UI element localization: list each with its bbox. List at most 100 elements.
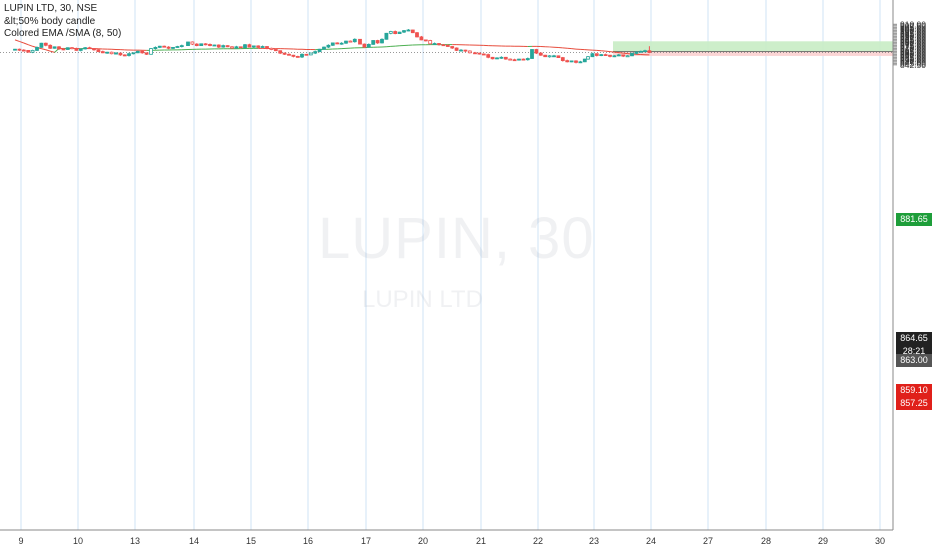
price-tick-label: 905.00 bbox=[900, 22, 926, 32]
candle-body bbox=[384, 32, 389, 40]
candle-body bbox=[556, 55, 561, 58]
symbol-title[interactable]: LUPIN LTD, 30, NSE bbox=[4, 3, 98, 14]
candle-body bbox=[122, 54, 127, 57]
candle-body bbox=[375, 40, 380, 44]
candle-body bbox=[153, 47, 158, 50]
candle-body bbox=[428, 40, 433, 45]
candle-body bbox=[330, 42, 335, 46]
time-tick-label: 21 bbox=[476, 536, 486, 546]
time-tick-label: 15 bbox=[246, 536, 256, 546]
candle-body bbox=[179, 45, 184, 47]
candle-body bbox=[499, 56, 504, 59]
candle-body bbox=[477, 52, 482, 55]
candle-body bbox=[459, 49, 463, 52]
ema-segment bbox=[623, 52, 628, 55]
candle-body bbox=[512, 59, 517, 62]
candle-body bbox=[441, 44, 446, 47]
stop-price-tag: 857.25 bbox=[896, 397, 932, 410]
stop-level-tag: 859.10 bbox=[896, 384, 932, 397]
price-tick-label: 877.50 bbox=[900, 39, 926, 49]
candle-body bbox=[388, 31, 393, 34]
candle-body bbox=[560, 57, 565, 61]
candle-body bbox=[410, 29, 415, 34]
candle-body bbox=[508, 58, 513, 61]
candle-body bbox=[352, 38, 357, 43]
price-tick-label: 885.00 bbox=[900, 34, 926, 44]
candle-body bbox=[397, 31, 402, 34]
candle-body bbox=[57, 46, 61, 50]
price-tick-label: 880.00 bbox=[900, 37, 926, 47]
price-tick-label: 870.00 bbox=[900, 43, 926, 53]
ema-segment bbox=[618, 52, 624, 54]
time-tick-label: 13 bbox=[130, 536, 140, 546]
candle-body bbox=[105, 51, 110, 54]
time-tick-label: 28 bbox=[761, 536, 771, 546]
candle-body bbox=[256, 45, 261, 48]
candle-body bbox=[565, 60, 570, 63]
price-tick-label: 862.50 bbox=[900, 48, 926, 58]
candle-body bbox=[569, 60, 574, 63]
price-tick-label: 892.50 bbox=[900, 30, 926, 40]
time-tick-label: 17 bbox=[361, 536, 371, 546]
candle-body bbox=[287, 53, 291, 56]
candle-body bbox=[194, 43, 199, 46]
time-tick-label: 29 bbox=[818, 536, 828, 546]
candle-body bbox=[578, 61, 583, 64]
price-tick-label: 882.50 bbox=[900, 36, 926, 46]
candle-body bbox=[251, 45, 256, 48]
candle-body bbox=[118, 52, 123, 56]
candle-body bbox=[61, 48, 66, 51]
candle-body bbox=[450, 46, 455, 49]
price-tick-label: 852.50 bbox=[900, 54, 926, 64]
candle-body bbox=[380, 38, 384, 44]
ema-segment bbox=[23, 42, 29, 46]
candle-body bbox=[467, 50, 472, 54]
candle-body bbox=[473, 52, 477, 55]
candle-body bbox=[199, 43, 204, 46]
price-tick-label: 890.00 bbox=[900, 31, 926, 41]
candle-body bbox=[100, 51, 105, 54]
candle-body bbox=[265, 46, 269, 49]
candle-body bbox=[574, 60, 578, 63]
ema-segment bbox=[14, 39, 20, 42]
candle-body bbox=[415, 32, 419, 38]
candle-body bbox=[344, 40, 348, 44]
indicator-body-candle[interactable]: &lt;50% body candle bbox=[4, 15, 96, 27]
candle-body bbox=[269, 47, 274, 50]
chart-legend: LUPIN LTD, 30, NSE &lt;50% body candle C… bbox=[4, 3, 121, 41]
candle-body bbox=[335, 42, 340, 45]
candle-body bbox=[419, 36, 424, 41]
candle-body bbox=[65, 47, 70, 50]
candle-body bbox=[162, 45, 167, 48]
candle-body bbox=[643, 50, 647, 53]
candle-body bbox=[278, 50, 283, 54]
time-tick-label: 27 bbox=[703, 536, 713, 546]
price-tick-label: 847.50 bbox=[900, 57, 926, 67]
candle-body bbox=[317, 48, 322, 53]
price-tick-label: 887.50 bbox=[900, 33, 926, 43]
candle-body bbox=[48, 44, 53, 49]
candle-body bbox=[127, 53, 131, 56]
time-tick-label: 23 bbox=[589, 536, 599, 546]
candle-body bbox=[295, 56, 300, 58]
candle-body bbox=[530, 49, 534, 59]
candle-body bbox=[225, 45, 230, 48]
candle-body bbox=[517, 58, 521, 61]
candle-body bbox=[534, 49, 539, 54]
candle-body bbox=[348, 40, 353, 43]
candle-body bbox=[247, 44, 252, 48]
candle-body bbox=[52, 46, 57, 49]
last-price-tag: 863.00 bbox=[896, 354, 932, 367]
time-tick-label: 22 bbox=[533, 536, 543, 546]
candle-body bbox=[463, 49, 468, 52]
loss-zone bbox=[613, 51, 893, 56]
indicator-ema-sma[interactable]: Colored EMA /SMA (8, 50) bbox=[4, 28, 122, 39]
price-tick-label: 842.50 bbox=[900, 60, 926, 70]
time-tick-label: 10 bbox=[73, 536, 83, 546]
candle-body bbox=[135, 50, 140, 54]
candle-body bbox=[13, 48, 17, 51]
candle-body bbox=[521, 58, 526, 61]
target-price-tag: 881.65 bbox=[896, 213, 932, 226]
